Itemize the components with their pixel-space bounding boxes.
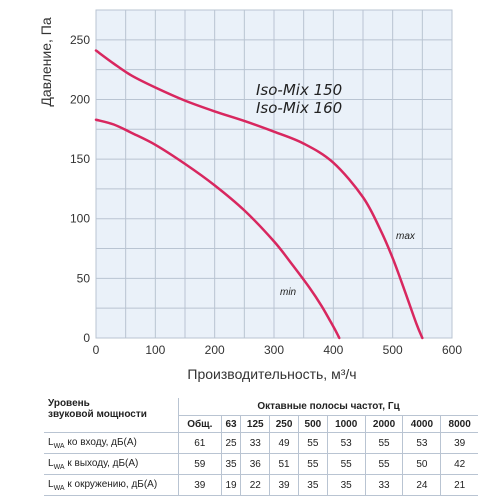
table-cell: 55 [364, 432, 403, 454]
curve-label-min: min [280, 287, 297, 298]
row-label-text: к окружению, дБ(A) [64, 478, 158, 490]
x-tick-label: 0 [93, 343, 100, 357]
model-label-1: Iso-Mix 150 [256, 81, 342, 99]
band-header: 250 [269, 415, 299, 433]
row-label-symbol: L [48, 436, 54, 448]
table-title-line2: звуковой мощности [48, 409, 147, 420]
sound-power-table: Уровень звуковой мощности Октавные полос… [44, 398, 478, 496]
series-line-max [94, 49, 424, 340]
tick-labels: 0 100 200 300 400 500 600 0 50 100 150 200 250 [70, 33, 462, 357]
table-cell: 25 [220, 432, 241, 454]
x-tick-label: 200 [205, 343, 225, 357]
table-cell: 53 [402, 432, 441, 454]
table-cell: 61 [178, 432, 222, 454]
row-label-text: ко входу, дБ(A) [64, 436, 137, 448]
band-header: 500 [297, 415, 328, 433]
y-axis-title: Давление, Па [38, 17, 54, 107]
table-cell: 35 [220, 453, 241, 475]
band-header: 125 [240, 415, 270, 433]
row-label-symbol: L [48, 478, 54, 490]
curve-label-max: max [396, 231, 416, 242]
row-label-subscript: WA [53, 442, 65, 450]
table-cell: 49 [269, 432, 299, 454]
y-tick-label: 100 [70, 212, 90, 226]
table-cell: 33 [364, 474, 403, 496]
table-cell: 22 [240, 474, 270, 496]
table-cell: 39 [440, 432, 478, 454]
table-cell: 24 [402, 474, 441, 496]
table-cell: 55 [326, 453, 366, 475]
table-cell: 19 [220, 474, 241, 496]
table-cell: 50 [402, 453, 441, 475]
band-header: 8000 [440, 415, 478, 433]
row-label: LWA к окружению, дБ(A) [44, 474, 179, 496]
band-header: Общ. [178, 415, 222, 433]
table-row: LWA к выходу, дБ(A) 59 35 36 51 55 55 55 50 42 [44, 453, 478, 475]
table-cell: 33 [240, 432, 270, 454]
y-tick-label: 50 [77, 271, 91, 285]
fan-performance-chart: 0 100 200 300 400 500 600 0 50 100 150 200 250 Iso-M… [38, 9, 462, 382]
y-tick-label: 250 [70, 33, 90, 47]
x-tick-label: 300 [264, 343, 284, 357]
table-cell: 21 [440, 474, 478, 496]
x-tick-label: 600 [442, 343, 462, 357]
model-label-2: Iso-Mix 160 [256, 99, 342, 117]
band-header: 1000 [326, 415, 366, 433]
table-cell: 35 [326, 474, 366, 496]
table-cell: 39 [269, 474, 299, 496]
table-cell: 53 [326, 432, 366, 454]
table-title: Уровень звуковой мощности [44, 398, 179, 433]
table-cell: 59 [178, 453, 222, 475]
table-cell: 39 [178, 474, 222, 496]
x-tick-label: 500 [383, 343, 403, 357]
band-header: 63 [220, 415, 241, 433]
table-body: LWA ко входу, дБ(A) 61 25 33 49 55 53 55 53 39 LWA… [44, 432, 478, 496]
table-row: LWA ко входу, дБ(A) 61 25 33 49 55 53 55 53 39 [44, 432, 478, 454]
table-cell: 35 [297, 474, 328, 496]
y-tick-label: 150 [70, 152, 90, 166]
bands-title: Октавные полосы частот, Гц [178, 398, 478, 416]
row-label-subscript: WA [53, 484, 65, 492]
x-tick-label: 100 [145, 343, 165, 357]
table-title-line1: Уровень [48, 398, 90, 409]
band-header: 2000 [364, 415, 403, 433]
table-cell: 51 [269, 453, 299, 475]
band-header: 4000 [402, 415, 441, 433]
row-label-text: к выходу, дБ(A) [64, 457, 139, 469]
y-tick-label: 200 [70, 92, 90, 106]
table-cell: 55 [297, 432, 328, 454]
x-axis-title: Производительность, м³/ч [187, 366, 356, 382]
table-row: LWA к окружению, дБ(A) 39 19 22 39 35 35 33 24 21 [44, 474, 478, 496]
row-label: LWA ко входу, дБ(A) [44, 432, 179, 454]
series-line-min [94, 118, 341, 340]
y-tick-label: 0 [83, 331, 90, 345]
table-cell: 55 [297, 453, 328, 475]
row-label: LWA к выходу, дБ(A) [44, 453, 179, 475]
table-cell: 55 [364, 453, 403, 475]
table-cell: 42 [440, 453, 478, 475]
grid [95, 9, 453, 339]
table-cell: 36 [240, 453, 270, 475]
band-header-row: Общ. 63 125 250 500 1000 2000 4000 8000 [44, 415, 478, 433]
row-label-subscript: WA [53, 463, 65, 471]
x-tick-label: 400 [323, 343, 343, 357]
row-label-symbol: L [48, 457, 54, 469]
series-lines [94, 49, 424, 340]
